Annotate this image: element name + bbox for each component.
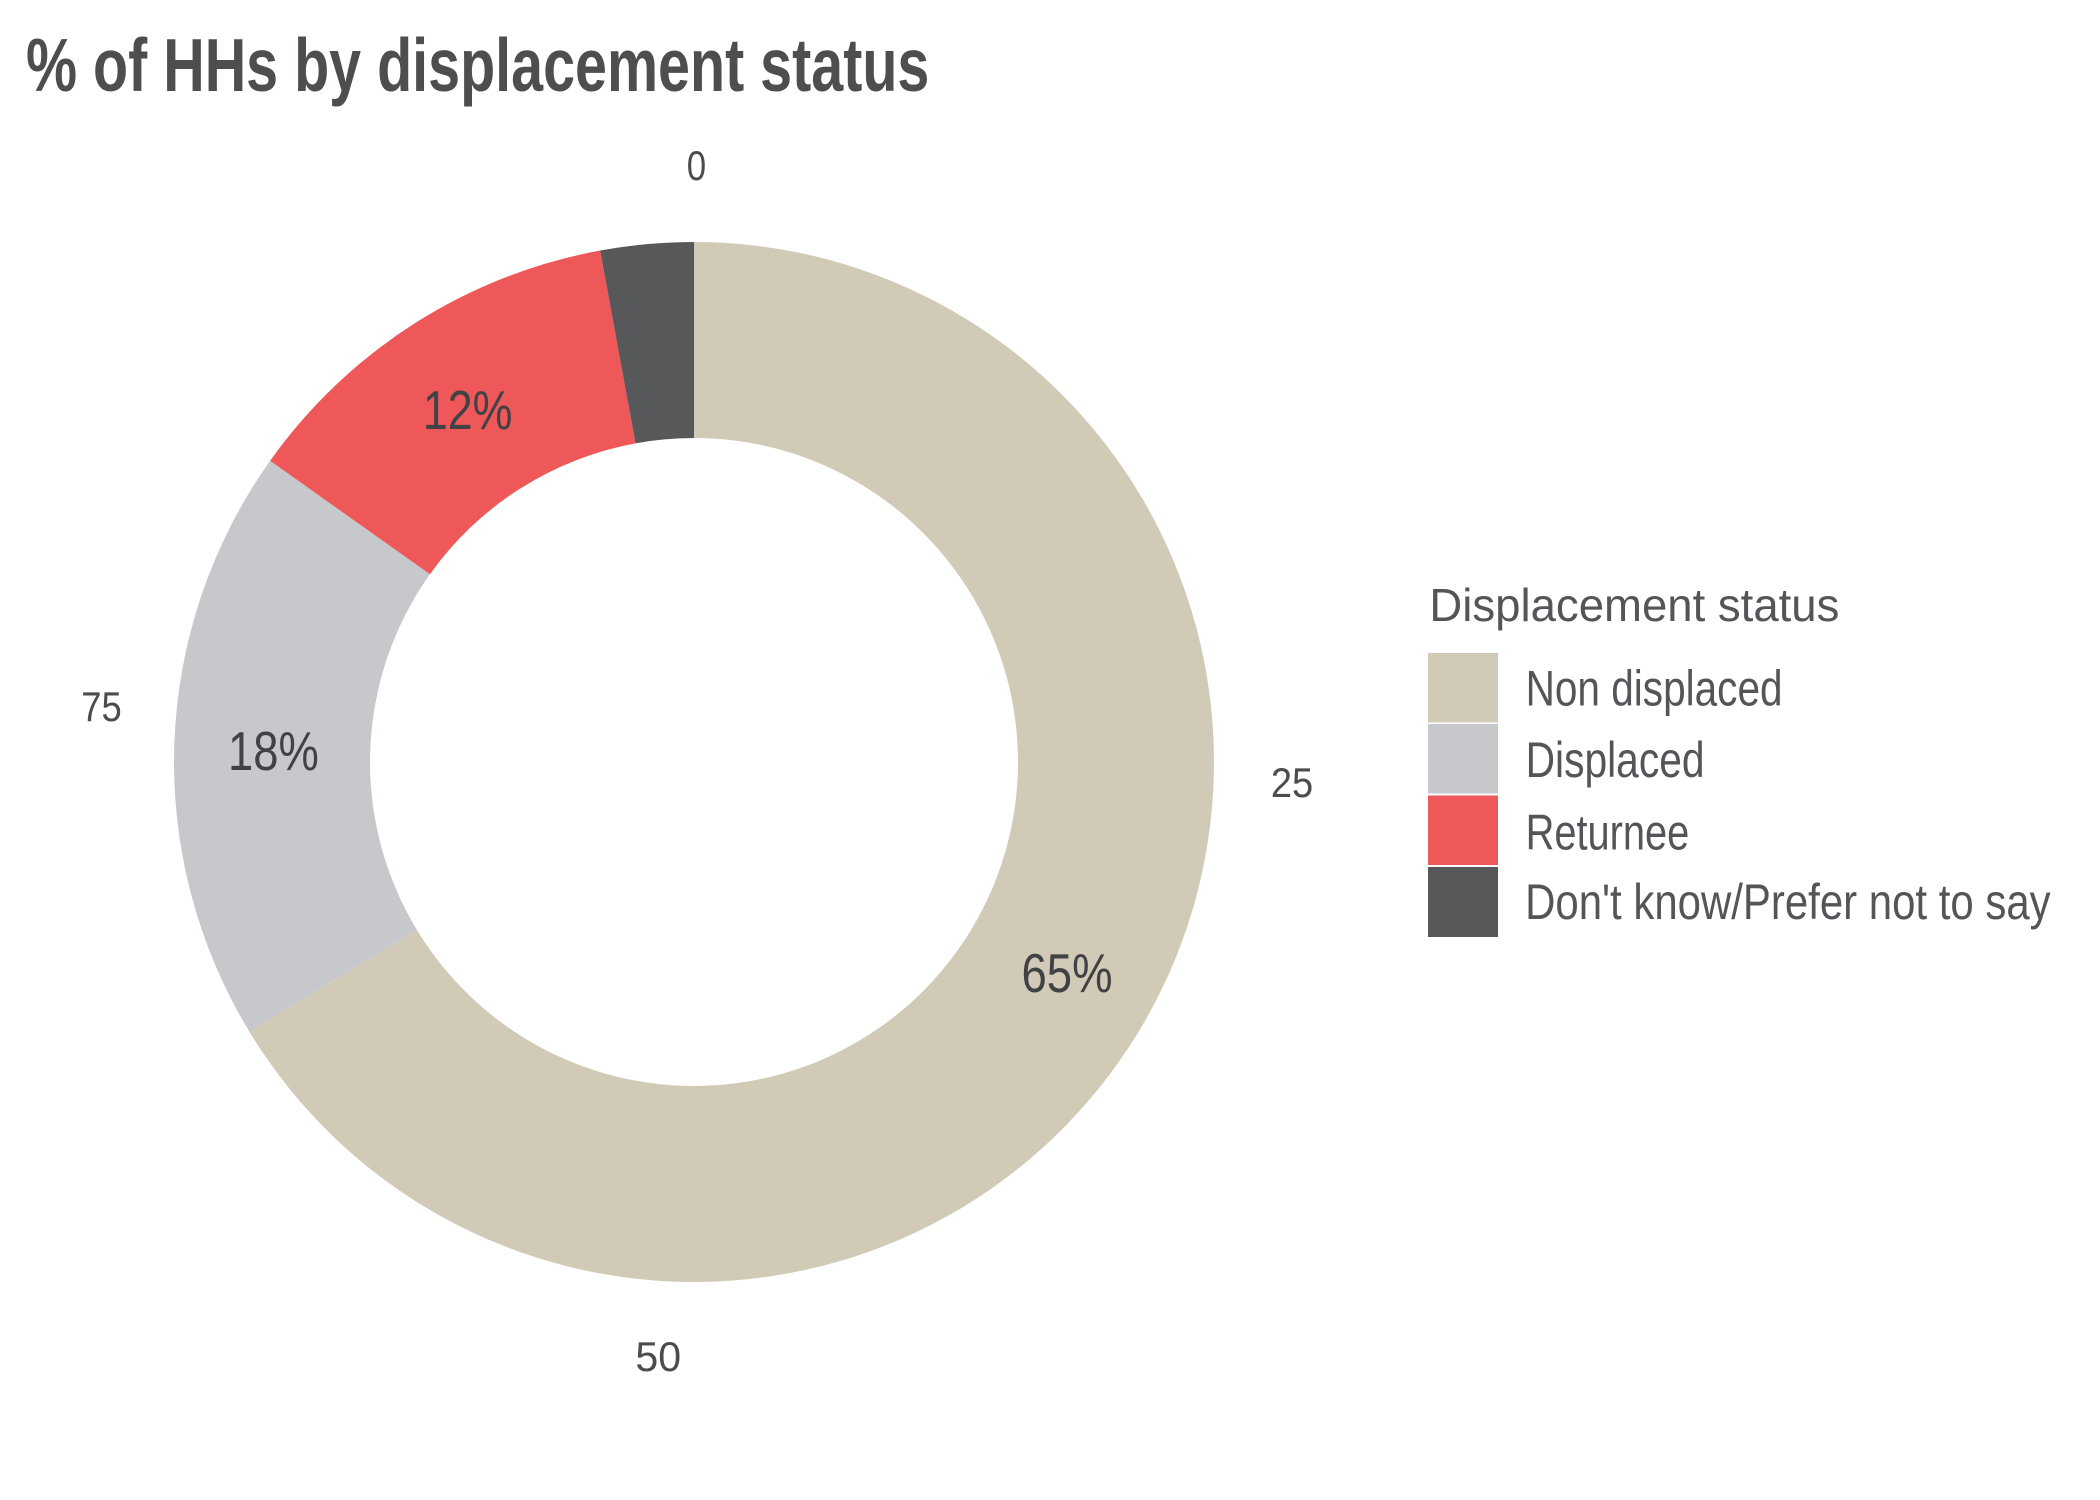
svg-text:% of HHs by displacement statu: % of HHs by displacement status — [26, 25, 929, 108]
svg-text:Displacement status: Displacement status — [1429, 580, 1839, 631]
svg-text:0: 0 — [687, 143, 706, 190]
svg-text:12%: 12% — [423, 380, 513, 441]
svg-text:75: 75 — [81, 684, 121, 731]
svg-text:25: 25 — [1271, 760, 1313, 806]
svg-text:Displaced: Displaced — [1526, 732, 1705, 788]
svg-text:Returnee: Returnee — [1526, 804, 1690, 860]
svg-text:Don't know/Prefer not to say: Don't know/Prefer not to say — [1525, 874, 2051, 930]
svg-text:18%: 18% — [228, 720, 319, 782]
svg-text:65%: 65% — [1021, 942, 1112, 1004]
svg-text:Non displaced: Non displaced — [1526, 660, 1783, 716]
svg-text:50: 50 — [635, 1333, 681, 1380]
